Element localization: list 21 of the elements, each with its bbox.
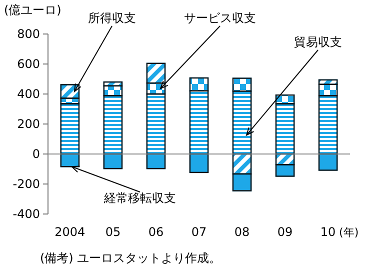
y-tick-label: 400	[17, 87, 40, 102]
x-tick-label: 09	[277, 225, 293, 240]
text: (備考) ユーロスタットより作成。	[40, 251, 222, 265]
x-tick-label: 06	[148, 225, 164, 240]
x-tick-label: 05	[105, 225, 121, 240]
x-tick-label: 10	[320, 225, 336, 240]
y-tick-label: 800	[17, 27, 40, 42]
series-label: 経常移転収支	[103, 191, 176, 205]
y-tick-label: 600	[17, 57, 40, 72]
y-axis-title: (億ユーロ)	[4, 3, 62, 17]
y-tick-label: -200	[12, 177, 40, 192]
x-axis-title: (年)	[339, 226, 359, 239]
text: 所得収支	[88, 11, 136, 25]
x-tick-label: 07	[191, 225, 207, 240]
y-tick-label: 0	[32, 147, 40, 162]
x-tick-label: 2004	[54, 225, 86, 240]
x-tick-label: 08	[234, 225, 250, 240]
y-tick-label: 200	[17, 117, 40, 132]
text: 貿易収支	[294, 35, 342, 49]
y-tick-label: -400	[12, 207, 40, 222]
text: サービス収支	[184, 11, 256, 25]
